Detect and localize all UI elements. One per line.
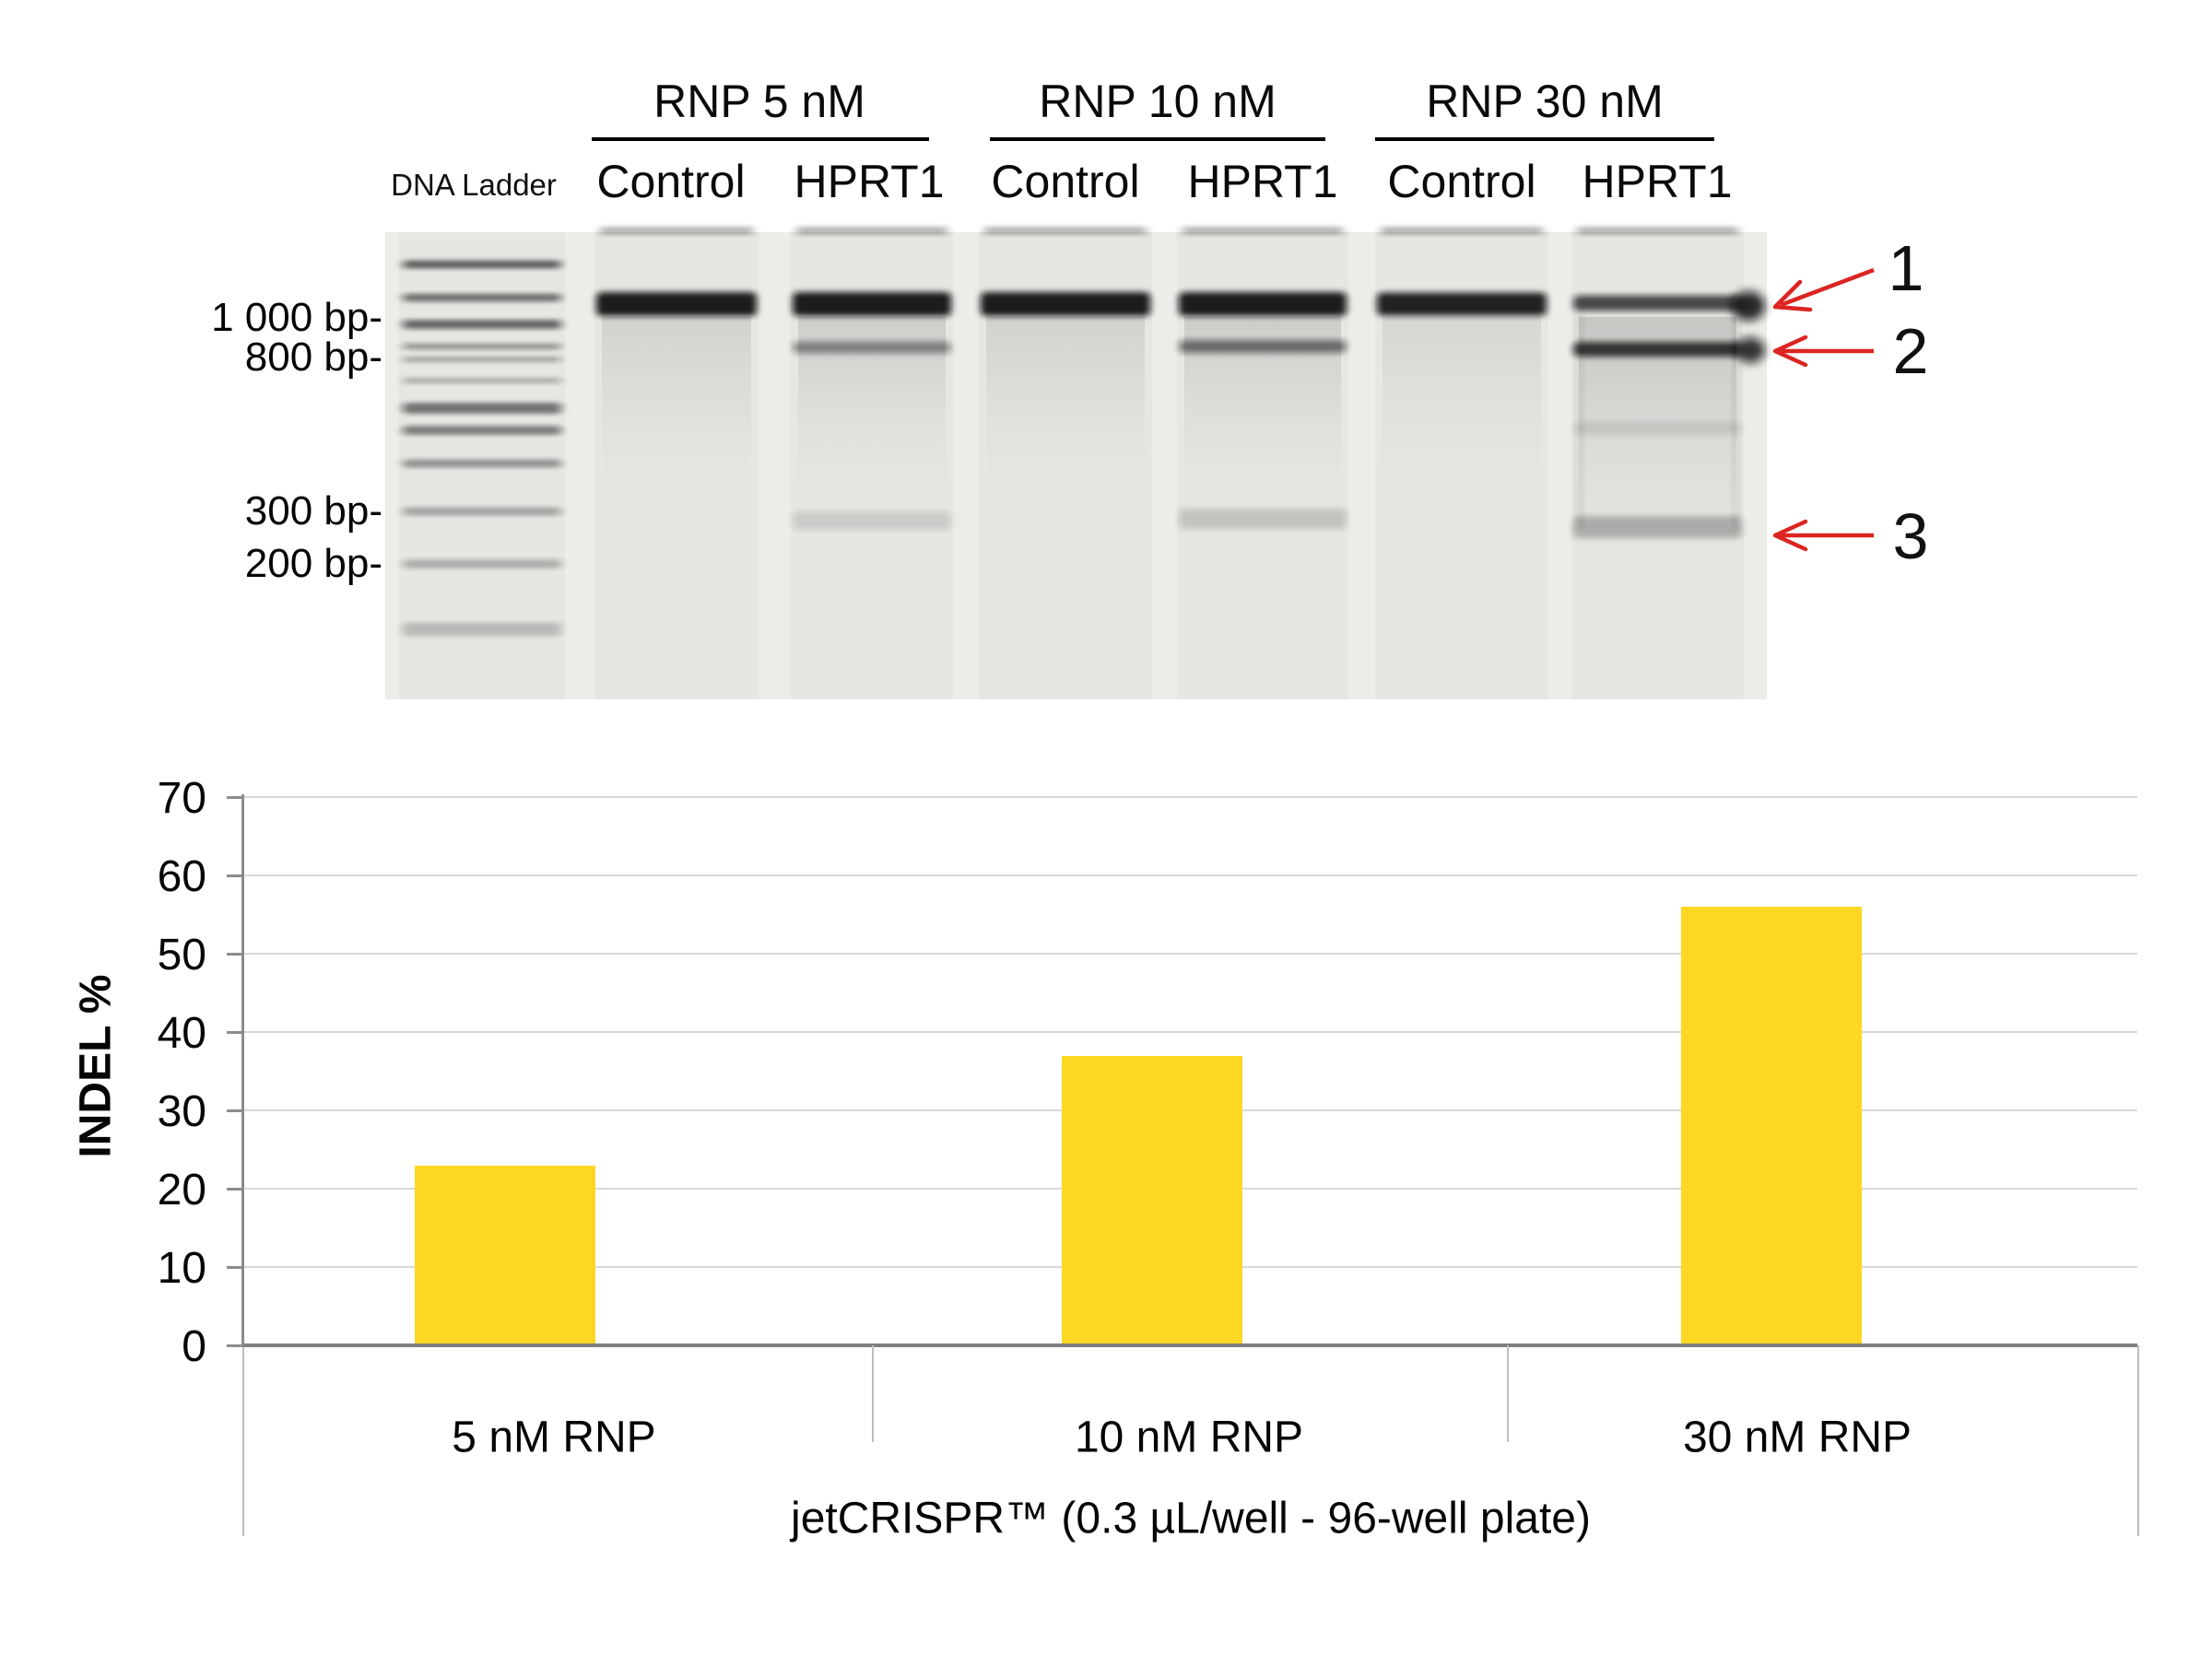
y-tick-0	[227, 1344, 243, 1347]
ladder-band	[403, 403, 561, 414]
band-arrow-2-head	[1772, 334, 1808, 368]
gel-group-underline-3	[1375, 137, 1714, 141]
pcr-band	[793, 511, 951, 530]
gridline-60	[243, 874, 2137, 876]
gel-marker-300bp: 300 bp-	[244, 488, 382, 534]
gel-lane-label-hprt1-5nm: HPRT1	[794, 156, 945, 207]
gel-well	[984, 227, 1147, 235]
pcr-band	[793, 341, 951, 354]
gel-marker-800bp: 800 bp-	[244, 334, 382, 380]
y-tick-label-40: 40	[157, 1009, 206, 1058]
y-tick-10	[227, 1266, 243, 1269]
band-arrow-1-head	[1772, 279, 1813, 312]
pcr-band	[793, 292, 951, 316]
ladder-band	[403, 260, 561, 269]
ladder-band	[403, 378, 561, 383]
gel-marker-200bp: 200 bp-	[244, 541, 382, 586]
y-tick-label-70: 70	[157, 774, 206, 823]
pcr-band	[1179, 509, 1347, 529]
ladder-band	[403, 320, 561, 329]
ladder-band	[403, 507, 561, 516]
gel-well	[1182, 227, 1343, 235]
pcr-band	[1573, 422, 1742, 435]
category-label-30-nm-rnp: 30 nM RNP	[1682, 1413, 1912, 1462]
category-label-5-nm-rnp: 5 nM RNP	[452, 1413, 656, 1462]
gel-lane-label-control-30nm: Control	[1387, 156, 1536, 207]
gel-group-underline-1	[592, 137, 929, 141]
right-boundary-line	[2137, 1345, 2139, 1536]
band-end-blob	[1732, 291, 1765, 321]
gel-image	[385, 227, 1875, 699]
y-tick-label-30: 30	[157, 1087, 206, 1136]
x-axis-line	[243, 1343, 2137, 1347]
band-arrow-label-1: 1	[1888, 232, 1924, 304]
gridline-70	[243, 796, 2137, 798]
band-end-blob	[1735, 337, 1765, 363]
pcr-band	[1573, 295, 1742, 311]
ladder-band	[403, 622, 561, 637]
gel-well	[796, 227, 947, 235]
pcr-band	[1179, 340, 1347, 353]
pcr-band	[596, 292, 757, 316]
gel-group-underline-2	[990, 137, 1325, 141]
y-tick-50	[227, 953, 243, 956]
band-arrow-label-3: 3	[1892, 500, 1929, 572]
band-arrow-3-head	[1772, 519, 1808, 552]
gel-lane-label-control-5nm: Control	[596, 156, 746, 207]
y-tick-label-0: 0	[182, 1322, 206, 1371]
gridline-40	[243, 1031, 2137, 1033]
y-tick-label-60: 60	[157, 852, 206, 901]
gel-marker-1000bp: 1 000 bp-	[211, 295, 382, 340]
gel-well	[600, 227, 753, 235]
bar-30-nm-rnp	[1681, 907, 1862, 1345]
gel-group-header-rnp-10nm: RNP 10 nM	[1039, 76, 1277, 127]
lane-smear	[602, 317, 751, 487]
ladder-band	[403, 343, 561, 350]
ladder-band	[403, 357, 561, 362]
gel-well	[1381, 227, 1543, 235]
gridline-50	[243, 953, 2137, 955]
pcr-band	[981, 292, 1150, 316]
gel-group-header-rnp-5nm: RNP 5 nM	[653, 76, 865, 127]
y-tick-40	[227, 1031, 243, 1034]
lane-smear	[986, 317, 1145, 487]
gel-lane-label-dna-ladder: DNA Ladder	[391, 168, 557, 202]
y-tick-70	[227, 796, 243, 799]
band-arrow-label-2: 2	[1892, 315, 1929, 387]
lane-streak	[1576, 313, 1583, 530]
lane-streak	[1733, 313, 1739, 530]
gel-well	[1577, 227, 1738, 235]
ladder-band	[403, 426, 561, 435]
bar-10-nm-rnp	[1062, 1055, 1242, 1345]
gel-lane-label-hprt1-30nm: HPRT1	[1582, 156, 1733, 207]
ladder-band	[403, 559, 561, 569]
gel-lane-label-hprt1-10nm: HPRT1	[1187, 156, 1338, 207]
gel-group-header-rnp-30nm: RNP 30 nM	[1426, 76, 1664, 127]
left-boundary-line	[242, 1345, 244, 1536]
category-separator-2	[1507, 1345, 1509, 1442]
y-axis-line	[241, 794, 244, 1345]
y-tick-label-20: 20	[157, 1166, 206, 1214]
ladder-band	[403, 459, 561, 468]
pcr-band	[1573, 342, 1742, 357]
lane-smear	[1382, 317, 1541, 487]
y-tick-label-50: 50	[157, 931, 206, 980]
y-tick-60	[227, 874, 243, 877]
band-arrow-1	[1780, 267, 1875, 308]
ladder-band	[403, 293, 561, 302]
y-tick-20	[227, 1188, 243, 1191]
y-tick-label-10: 10	[157, 1244, 206, 1293]
pcr-band	[1377, 292, 1547, 316]
category-separator-1	[872, 1345, 874, 1442]
category-label-10-nm-rnp: 10 nM RNP	[1074, 1413, 1304, 1462]
gel-lane-label-control-10nm: Control	[991, 156, 1140, 207]
bar-5-nm-rnp	[415, 1165, 595, 1345]
pcr-band	[1179, 292, 1347, 316]
pcr-band	[1573, 516, 1742, 538]
x-axis-title: jetCRISPR™ (0.3 µL/well - 96-well plate)	[791, 1494, 1591, 1543]
y-tick-30	[227, 1109, 243, 1112]
